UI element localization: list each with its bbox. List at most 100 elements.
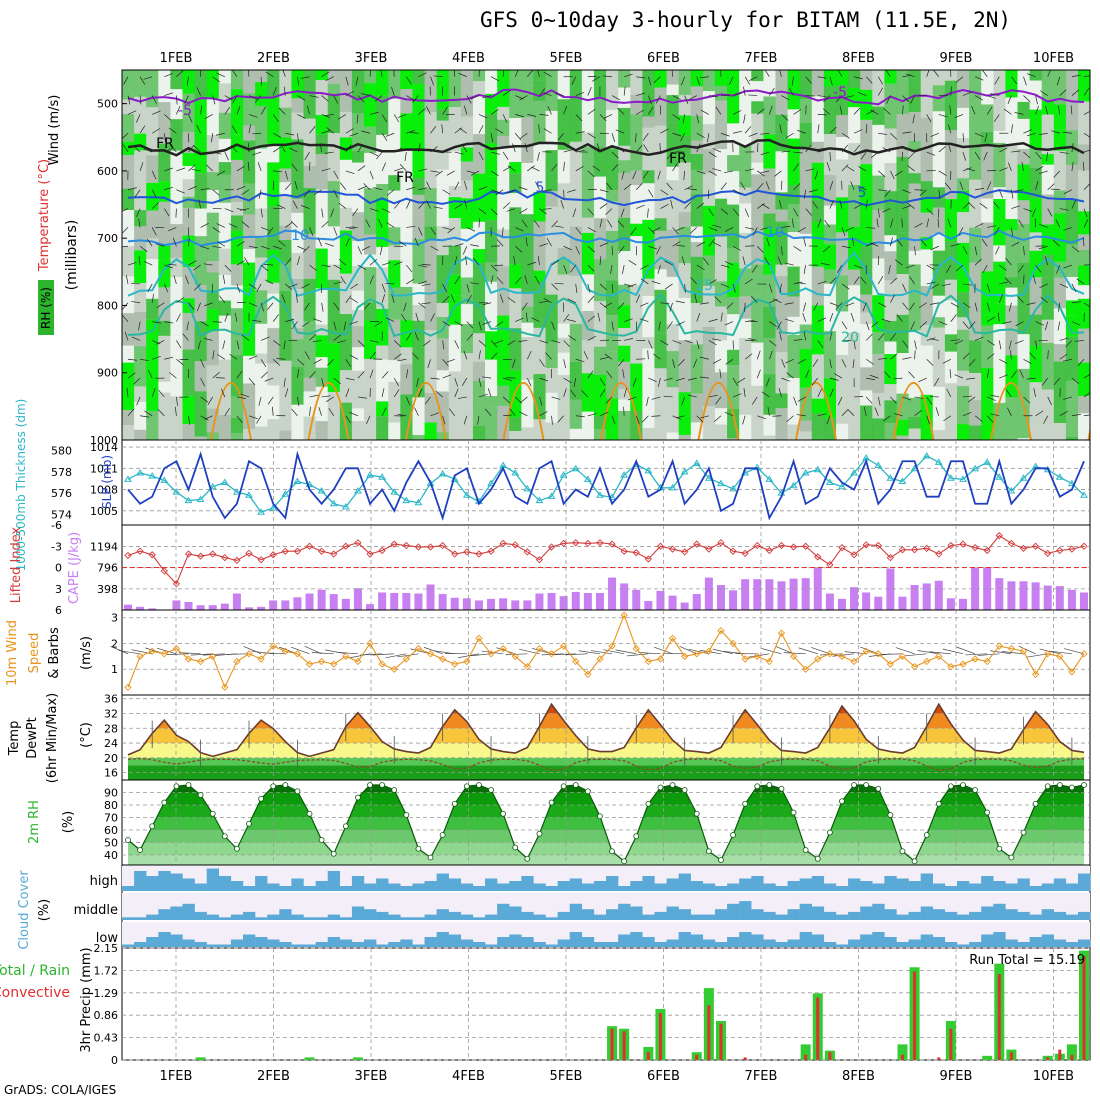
wind-barb [700, 356, 709, 360]
wind-barb [482, 302, 492, 306]
wind-barb [841, 283, 850, 290]
cloud-bar [908, 911, 921, 920]
wind-barb [133, 377, 141, 385]
cloud-bar [1005, 939, 1018, 947]
wind-barb [902, 283, 907, 293]
rh-cell [787, 266, 801, 297]
wind-barb [760, 151, 770, 156]
wind-barb [990, 394, 1000, 398]
cloud-bar [569, 878, 583, 891]
cloud-bar [351, 876, 365, 891]
rh-cell [981, 222, 995, 272]
wind-barb [127, 261, 137, 266]
wind-barb [470, 170, 480, 176]
wind-barb [449, 408, 456, 416]
cloud-level-middle: middle [74, 903, 118, 918]
wind-barb [188, 185, 197, 191]
rh-cell [436, 184, 450, 227]
wind-barb [648, 340, 653, 349]
wind-barb [636, 92, 645, 96]
cloud-bar [134, 871, 147, 891]
rh-cell [364, 302, 378, 321]
rh-marker [306, 810, 313, 817]
rh-cell [678, 188, 692, 213]
wind-barb [502, 151, 509, 160]
wind-barb [802, 312, 807, 322]
wind-barb [896, 314, 903, 322]
wind-barb [369, 275, 374, 285]
wind-barb [769, 340, 777, 347]
rh-cell [799, 188, 813, 234]
rh-cell [376, 401, 390, 417]
li-marker [196, 552, 205, 560]
cloud-bar [364, 939, 377, 947]
wind-barb [543, 71, 552, 78]
rh-cell [364, 83, 378, 127]
wind-barb [587, 264, 595, 272]
rh-cell [690, 393, 704, 423]
cloud-bar [557, 911, 570, 920]
li-marker [995, 531, 1003, 540]
upper-ylabel-rh: RH (%) [39, 287, 53, 329]
wind10m-barb [783, 652, 806, 655]
rh-cell [448, 151, 462, 187]
wind10m-marker [354, 657, 362, 666]
rh-cell [944, 199, 958, 242]
wind-tick-label: 2 [111, 637, 118, 650]
wind-barb [902, 396, 912, 401]
precip-tick-label: 0.86 [94, 1009, 119, 1022]
cape-bar [1080, 592, 1088, 610]
rh-cell [848, 332, 862, 368]
li-marker [378, 546, 386, 555]
wind-barb [309, 406, 311, 416]
wind-barb [603, 302, 613, 308]
thickness-marker [124, 475, 132, 482]
wind-barb [267, 302, 274, 310]
wind-barb [829, 377, 839, 381]
rh-cell [327, 279, 341, 310]
cape-bar [825, 593, 834, 610]
wind10m-marker [1019, 647, 1028, 655]
wind10m-marker [935, 652, 943, 661]
wind-barb [882, 147, 891, 153]
thickness-marker [317, 487, 326, 494]
rh-cell [920, 138, 934, 150]
wind-barb [656, 246, 661, 255]
rh-cell [630, 345, 644, 364]
thickness-tick-label: 576 [51, 487, 72, 500]
wind-barb [369, 351, 376, 360]
rh-cell [218, 112, 232, 139]
wind-barb [690, 277, 698, 285]
wind-barb [284, 388, 289, 398]
wind-barb [143, 148, 153, 153]
wind-barb [643, 170, 649, 179]
wind-barb [300, 205, 310, 209]
wind-barb [499, 294, 504, 303]
cloud-bar [472, 886, 486, 891]
wind-barb [648, 245, 658, 250]
cloud-bar [908, 939, 921, 947]
wind-barb [338, 258, 347, 266]
rh-cell [835, 197, 849, 233]
date-label-top: 5FEB [550, 51, 583, 66]
wind-barb [418, 168, 428, 172]
wind-barb [241, 334, 250, 341]
rh-cell [291, 339, 305, 367]
rh-cell [727, 262, 741, 298]
rh-cell [267, 293, 281, 329]
cloud-bar [944, 911, 958, 920]
wind-barb [349, 354, 359, 360]
wind-barb [450, 294, 456, 303]
wind-barb [478, 70, 480, 77]
rh-tick-label: 70 [104, 812, 118, 825]
rh-cell [848, 184, 862, 227]
temp-tick-label: 28 [104, 722, 118, 735]
wind-barb [427, 359, 431, 368]
wind-barb [182, 333, 189, 341]
wind-barb [563, 245, 572, 251]
li-marker [184, 550, 193, 558]
wind-barb [811, 377, 819, 386]
rh-cell [327, 411, 341, 440]
wind-barb [994, 227, 1000, 236]
li-marker [390, 540, 398, 548]
